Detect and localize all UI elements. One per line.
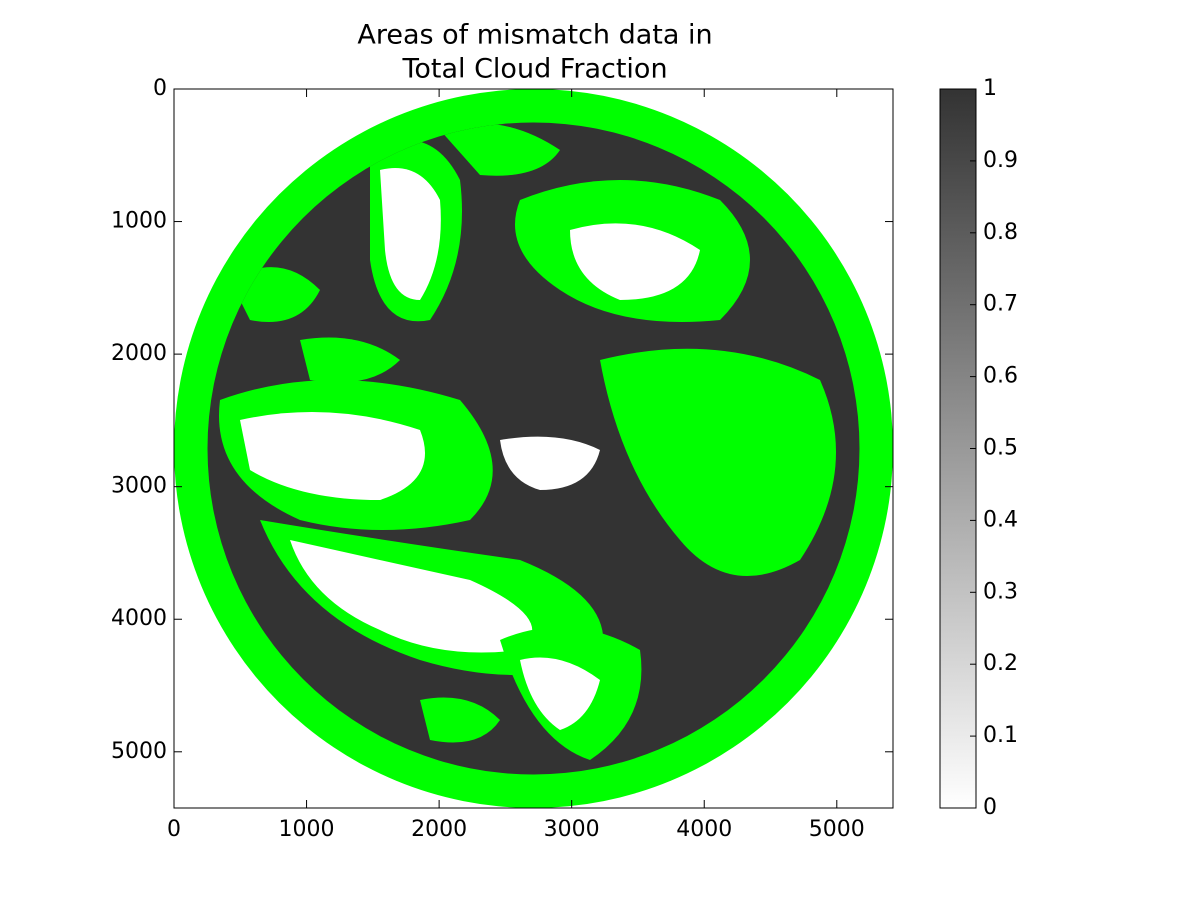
colorbar-tick-label: 0.1 (983, 723, 1018, 748)
x-tick-label: 1000 (279, 817, 335, 842)
cloud-regions (219, 123, 836, 760)
x-tick-label: 4000 (676, 817, 732, 842)
y-tick-label: 4000 (111, 606, 167, 631)
x-tick-label: 3000 (544, 817, 600, 842)
clear-region (240, 412, 425, 500)
colorbar-tick-label: 0.7 (983, 292, 1018, 317)
colorbar-tick-label: 0 (983, 795, 997, 820)
chart-title: Areas of mismatch data in (357, 20, 712, 51)
x-tick-label: 5000 (809, 817, 865, 842)
clear-region (520, 657, 600, 730)
chart-title: Total Cloud Fraction (401, 54, 667, 85)
colorbar-tick-label: 0.6 (983, 364, 1018, 389)
mask-region (420, 697, 500, 743)
y-tick-label: 5000 (111, 739, 167, 764)
mask-region (600, 348, 836, 576)
clear-region (570, 223, 700, 300)
clear-region (380, 168, 441, 300)
clear-region (290, 540, 533, 653)
image (174, 89, 893, 808)
colorbar-tick-label: 0.9 (983, 148, 1018, 173)
y-tick-label: 2000 (111, 341, 167, 366)
colorbar-tick-label: 0.2 (983, 651, 1018, 676)
clear-region (500, 436, 600, 490)
x-tick-label: 2000 (411, 817, 467, 842)
y-tick-label: 0 (153, 76, 167, 101)
y-tick-label: 3000 (111, 474, 167, 499)
colorbar-tick-label: 0.4 (983, 507, 1018, 532)
colorbar-tick-label: 1 (983, 76, 997, 101)
y-tick-label: 1000 (111, 209, 167, 234)
mask-region (440, 123, 560, 176)
mask-region (300, 337, 400, 383)
x-tick-label: 0 (167, 817, 181, 842)
colorbar-tick-label: 0.8 (983, 220, 1018, 245)
colorbar-tick-label: 0.5 (983, 436, 1018, 461)
axes-frame (173, 88, 894, 809)
colorbar-tick-label: 0.3 (983, 579, 1018, 604)
